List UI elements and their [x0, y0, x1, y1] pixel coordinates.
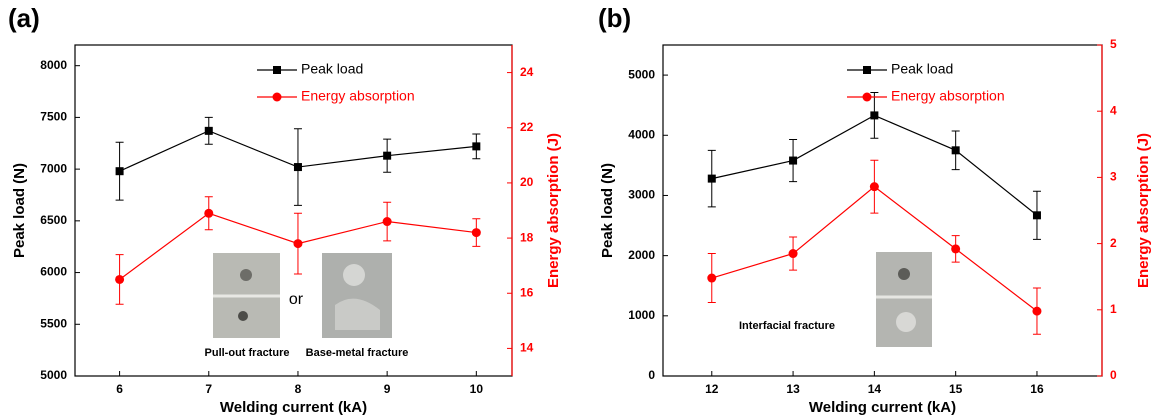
photo-detail [240, 269, 252, 281]
marker [382, 217, 392, 227]
y2-tick-label: 2 [1110, 236, 1117, 250]
y-axis-label: Peak load (N) [11, 163, 28, 258]
marker [869, 182, 879, 192]
y-tick-label: 0 [648, 368, 655, 382]
y-tick-label: 1000 [628, 308, 655, 322]
photo-detail [898, 268, 910, 280]
marker [1032, 306, 1042, 316]
legend-label: Energy absorption [891, 88, 1005, 104]
y-tick-label: 2000 [628, 248, 655, 262]
marker [707, 273, 717, 283]
marker [383, 151, 392, 160]
y2-tick-label: 18 [520, 230, 534, 244]
y2-tick-label: 22 [520, 120, 534, 134]
marker [115, 274, 125, 284]
photo-insets [213, 252, 932, 347]
x-tick-label: 12 [705, 382, 719, 396]
legend-label: Peak load [301, 61, 363, 77]
panel-label: (a) [8, 3, 40, 33]
marker [472, 142, 481, 151]
marker [293, 163, 302, 172]
plot-frame [74, 44, 513, 377]
y-tick-label: 5500 [40, 316, 67, 330]
panel-label: (b) [598, 3, 631, 33]
y-tick-label: 6500 [40, 213, 67, 227]
y2-tick-label: 4 [1110, 103, 1117, 117]
marker [115, 167, 124, 176]
marker [1032, 211, 1041, 220]
x-axis-label: Welding current (kA) [809, 399, 956, 416]
annotation: or [289, 291, 304, 308]
y2-tick-label: 16 [520, 285, 534, 299]
x-tick-label: 9 [384, 382, 391, 396]
y-tick-label: 3000 [628, 188, 655, 202]
y-tick-label: 4000 [628, 127, 655, 141]
y-tick-label: 8000 [40, 58, 67, 72]
legend-marker [863, 66, 871, 74]
photo-detail [343, 264, 365, 286]
marker [951, 146, 960, 155]
marker [789, 156, 798, 165]
photo [876, 252, 932, 347]
y2-tick-label: 5 [1110, 37, 1117, 51]
x-tick-label: 16 [1030, 382, 1044, 396]
legend-label: Energy absorption [301, 88, 415, 104]
y-tick-label: 5000 [628, 67, 655, 81]
legend-marker [862, 92, 872, 102]
x-tick-label: 7 [205, 382, 212, 396]
y2-axis-label: Energy absorption (J) [1135, 133, 1151, 288]
y-tick-label: 5000 [40, 368, 67, 382]
photo-detail [335, 298, 380, 330]
x-tick-label: 15 [949, 382, 963, 396]
y2-tick-label: 20 [520, 175, 534, 189]
marker [951, 244, 961, 254]
annotation: Base-metal fracture [306, 347, 409, 359]
y2-tick-label: 24 [520, 65, 534, 79]
marker [471, 228, 481, 238]
y2-tick-label: 1 [1110, 302, 1117, 316]
marker [707, 174, 716, 183]
legend-marker [272, 92, 282, 102]
photo-detail [238, 311, 248, 321]
annotation: Pull-out fracture [205, 347, 290, 359]
x-tick-label: 13 [786, 382, 800, 396]
x-axis-label: Welding current (kA) [220, 399, 367, 416]
y2-tick-label: 14 [520, 341, 534, 355]
y-tick-label: 7500 [40, 110, 67, 124]
marker [870, 111, 879, 120]
marker [293, 239, 303, 249]
legend-label: Peak load [891, 61, 953, 77]
y-tick-label: 7000 [40, 161, 67, 175]
marker [204, 208, 214, 218]
y-tick-label: 6000 [40, 265, 67, 279]
x-tick-label: 8 [295, 382, 302, 396]
marker [204, 126, 213, 135]
y2-axis-label: Energy absorption (J) [545, 133, 562, 288]
x-tick-label: 10 [470, 382, 484, 396]
x-tick-label: 14 [868, 382, 882, 396]
y2-tick-label: 3 [1110, 170, 1117, 184]
annotation: Interfacial fracture [739, 320, 835, 332]
y2-tick-label: 0 [1110, 368, 1117, 382]
legend-marker [273, 66, 281, 74]
y-axis-label: Peak load (N) [599, 163, 616, 258]
x-tick-label: 6 [116, 382, 123, 396]
marker [788, 249, 798, 259]
photo-detail [896, 312, 916, 332]
